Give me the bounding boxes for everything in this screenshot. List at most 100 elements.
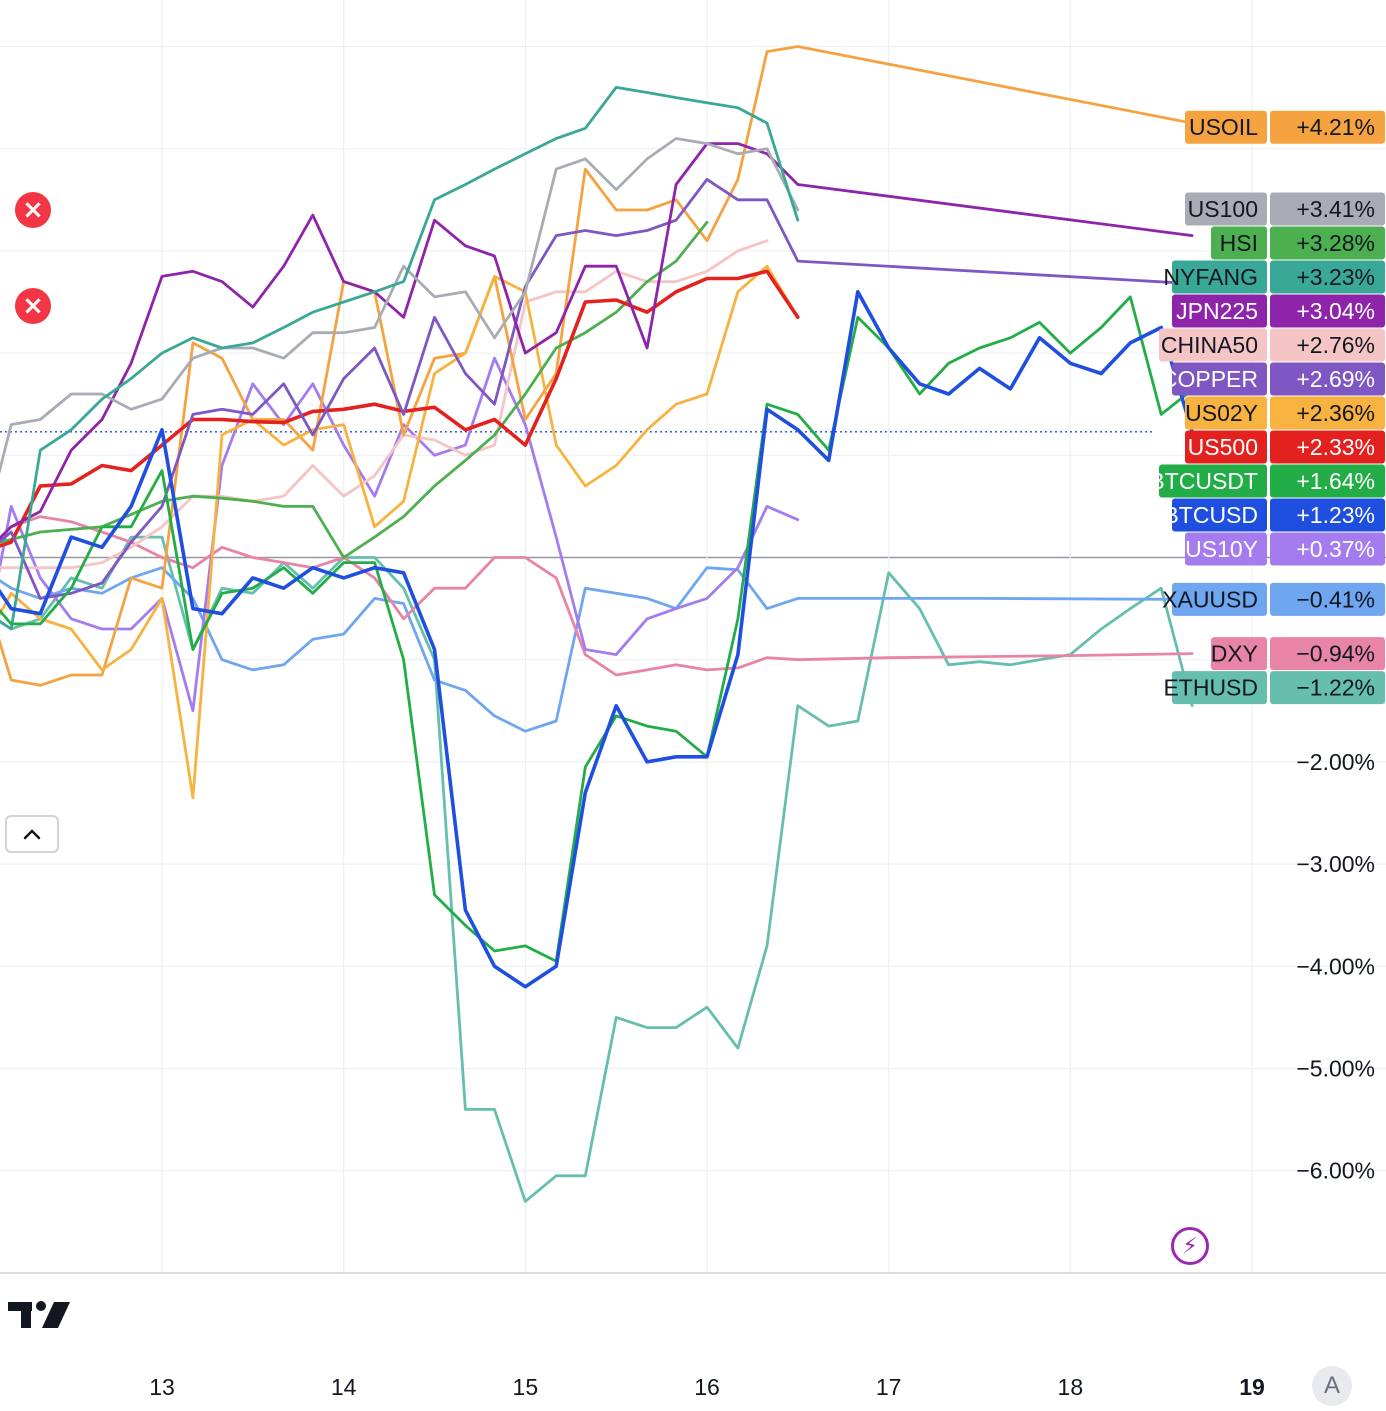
badge-dxy[interactable]: DXY −0.94% xyxy=(1211,637,1385,671)
badge-btcusd[interactable]: BTCUSD +1.23% xyxy=(1163,498,1385,532)
badge-value: +2.36% xyxy=(1296,400,1375,426)
badge-name-bg xyxy=(1172,582,1267,616)
badge-name-bg xyxy=(1172,498,1267,532)
x-tick-label: 15 xyxy=(513,1374,539,1400)
badge-value-bg xyxy=(1270,430,1385,464)
badge-name-bg xyxy=(1211,226,1267,260)
badge-name: NYFANG xyxy=(1163,264,1258,290)
badge-copper[interactable]: COPPER +2.69% xyxy=(1161,362,1385,396)
badge-value: +4.21% xyxy=(1296,114,1375,140)
badge-btcusdt[interactable]: BTCUSDT +1.64% xyxy=(1149,464,1385,498)
series-line-ethusd xyxy=(0,535,1194,1203)
badge-value: +3.41% xyxy=(1296,196,1375,222)
badge-value-bg xyxy=(1270,532,1385,566)
badge-usoil[interactable]: USOIL +4.21% xyxy=(1185,110,1385,144)
tradingview-logo[interactable] xyxy=(8,1296,72,1332)
badge-ethusd[interactable]: ETHUSD −1.22% xyxy=(1163,671,1385,705)
badge-name: JPN225 xyxy=(1176,298,1258,324)
badge-us10y[interactable]: US10Y +0.37% xyxy=(1185,532,1385,566)
badge-name: COPPER xyxy=(1161,366,1258,392)
x-tick-label: 18 xyxy=(1058,1374,1084,1400)
y-tick-label: −4.00% xyxy=(1296,953,1375,979)
badge-name-bg xyxy=(1159,464,1267,498)
badge-name: ETHUSD xyxy=(1163,675,1258,701)
badge-value-bg xyxy=(1270,110,1385,144)
badge-name: BTCUSDT xyxy=(1149,468,1258,494)
series-line-xauusd xyxy=(0,566,1194,733)
x-axis-labels: 13 14 15 16 17 18 19 xyxy=(149,1374,1265,1400)
badge-name-bg xyxy=(1172,671,1267,705)
badge-name: US100 xyxy=(1188,196,1258,222)
badge-value: +1.64% xyxy=(1296,468,1375,494)
grid-layer xyxy=(0,0,1386,1274)
badge-value: +2.69% xyxy=(1296,366,1375,392)
x-tick-label: 14 xyxy=(331,1374,357,1400)
badge-name: BTCUSD xyxy=(1163,502,1258,528)
series-line-hsi xyxy=(0,220,709,559)
badge-value-bg xyxy=(1270,671,1385,705)
collapse-panel-button[interactable] xyxy=(5,815,59,853)
badge-us500[interactable]: US500 +2.33% xyxy=(1185,430,1385,464)
badge-value: −0.94% xyxy=(1296,641,1375,667)
badge-name-bg xyxy=(1172,362,1267,396)
x-tick-label: 19 xyxy=(1239,1374,1265,1400)
badge-us02y[interactable]: US02Y +2.36% xyxy=(1185,396,1385,430)
auto-scale-button[interactable]: A xyxy=(1312,1366,1352,1406)
lightning-button[interactable]: ⚡ xyxy=(1171,1227,1209,1265)
chevron-up-icon xyxy=(23,829,41,840)
y-tick-label: −3.00% xyxy=(1296,851,1375,877)
series-line-usoil xyxy=(0,45,1194,687)
badge-value-bg xyxy=(1270,294,1385,328)
series-line-us100 xyxy=(0,137,800,475)
tradingview-logo-icon xyxy=(8,1301,70,1328)
badge-value: +1.23% xyxy=(1296,502,1375,528)
series-line-jpn225 xyxy=(0,142,1194,540)
badge-jpn225[interactable]: JPN225 +3.04% xyxy=(1172,294,1385,328)
auto-scale-label: A xyxy=(1323,1372,1340,1399)
series-line-btcusdt xyxy=(0,295,1194,963)
badge-xauusd[interactable]: XAUUSD −0.41% xyxy=(1162,582,1385,616)
badge-value-bg xyxy=(1270,464,1385,498)
badge-name-bg xyxy=(1185,396,1267,430)
series-line-china50 xyxy=(0,239,769,570)
badge-name-bg xyxy=(1185,192,1267,226)
series-line-btcusd xyxy=(0,289,1194,989)
series-line-us500 xyxy=(0,269,800,548)
badge-value-bg xyxy=(1270,362,1385,396)
badge-value-bg xyxy=(1270,260,1385,294)
badge-value: +3.04% xyxy=(1296,298,1375,324)
badge-hsi[interactable]: HSI +3.28% xyxy=(1211,226,1385,260)
y-tick-label: −5.00% xyxy=(1296,1056,1375,1082)
badge-name-bg xyxy=(1172,260,1267,294)
badge-china50[interactable]: CHINA50 +2.76% xyxy=(1159,328,1385,362)
badge-us100[interactable]: US100 +3.41% xyxy=(1185,192,1385,226)
y-tick-label: −2.00% xyxy=(1296,749,1375,775)
series-line-nyfang xyxy=(0,86,800,631)
x-tick-label: 17 xyxy=(876,1374,902,1400)
badge-name-bg xyxy=(1172,294,1267,328)
close-icon: × xyxy=(22,291,44,321)
badge-value-bg xyxy=(1270,328,1385,362)
remove-indicator-button-2[interactable]: × xyxy=(15,288,51,324)
badge-name: US10Y xyxy=(1185,536,1258,562)
badge-nyfang[interactable]: NYFANG +3.23% xyxy=(1163,260,1385,294)
badge-name: CHINA50 xyxy=(1161,332,1258,358)
x-tick-label: 13 xyxy=(149,1374,175,1400)
close-icon: × xyxy=(22,195,44,225)
badge-value: +3.28% xyxy=(1296,230,1375,256)
series-line-copper xyxy=(0,177,1194,600)
badge-value-bg xyxy=(1270,582,1385,616)
badge-name: US500 xyxy=(1188,434,1258,460)
series-line-us02y xyxy=(0,264,800,800)
badge-name: US02Y xyxy=(1185,400,1258,426)
badge-value: −1.22% xyxy=(1296,675,1375,701)
badge-value: +2.33% xyxy=(1296,434,1375,460)
remove-indicator-button-1[interactable]: × xyxy=(15,192,51,228)
badge-name-bg xyxy=(1211,637,1267,671)
badge-value-bg xyxy=(1270,396,1385,430)
badge-name: HSI xyxy=(1220,230,1258,256)
badge-value: +0.37% xyxy=(1296,536,1375,562)
badge-value-bg xyxy=(1270,226,1385,260)
